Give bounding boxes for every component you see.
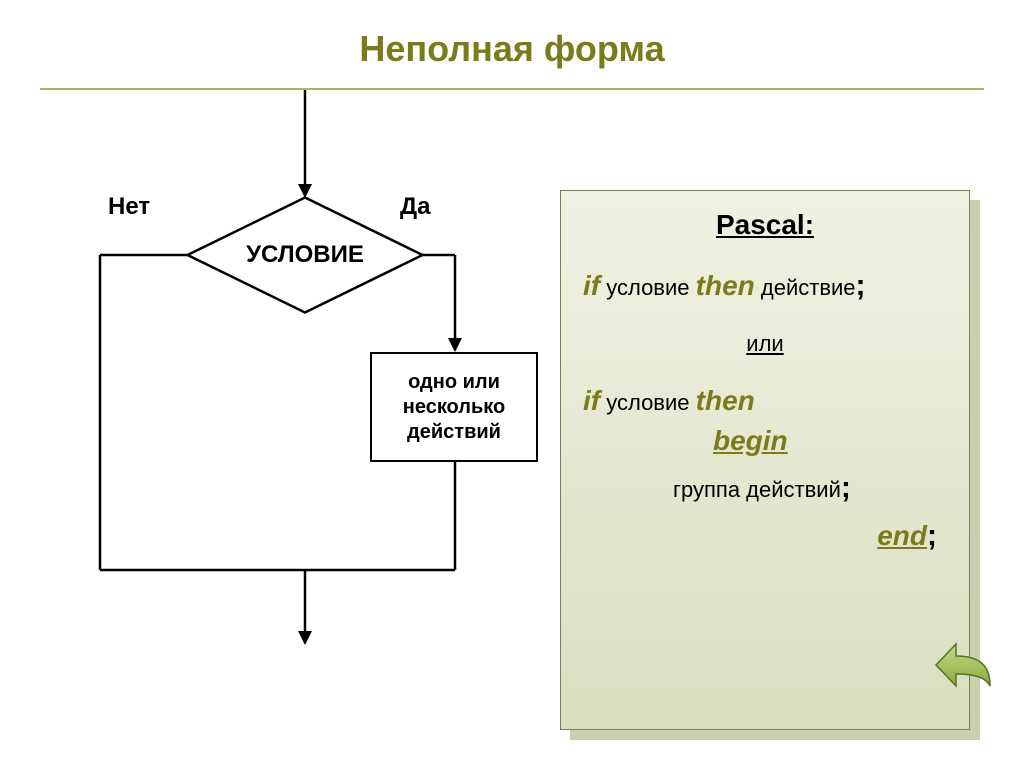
code-line-end: end; [583, 519, 947, 553]
page-title: Неполная форма [0, 0, 1024, 88]
or-label: или [583, 331, 947, 357]
no-label: Нет [108, 193, 150, 221]
action-node: одно или несколько действий [370, 352, 538, 462]
title-text: Неполная форма [359, 28, 664, 69]
semi-2: ; [841, 471, 851, 504]
back-button[interactable] [932, 640, 994, 690]
yes-label: Да [400, 193, 430, 221]
kw-if: if [583, 270, 600, 301]
txt-group: группа действий [673, 477, 841, 502]
flowchart: УСЛОВИЕ Нет Да одно или несколько действ… [40, 90, 540, 710]
main-content: УСЛОВИЕ Нет Да одно или несколько действ… [0, 90, 1024, 710]
semi-1: ; [856, 269, 866, 302]
kw-then: then [696, 270, 755, 301]
txt-cond-2: условие [606, 390, 689, 415]
action-node-label: одно или несколько действий [378, 370, 530, 445]
kw-end: end [877, 520, 927, 551]
kw-then-2: then [696, 385, 755, 416]
code-line-begin: begin [713, 425, 947, 457]
decision-label: УСЛОВИЕ [225, 241, 385, 269]
semi-3: ; [927, 519, 937, 552]
back-arrow-icon [932, 640, 994, 690]
txt-cond: условие [606, 275, 689, 300]
code-line-group: группа действий; [673, 471, 947, 505]
kw-begin: begin [713, 425, 788, 456]
kw-if-2: if [583, 385, 600, 416]
code-panel-title: Pascal: [583, 209, 947, 241]
code-line-2: if условие then [583, 385, 947, 417]
code-panel: Pascal: if условие then действие; или if… [560, 190, 970, 730]
code-line-1: if условие then действие; [583, 269, 947, 303]
txt-act: действие [761, 275, 856, 300]
